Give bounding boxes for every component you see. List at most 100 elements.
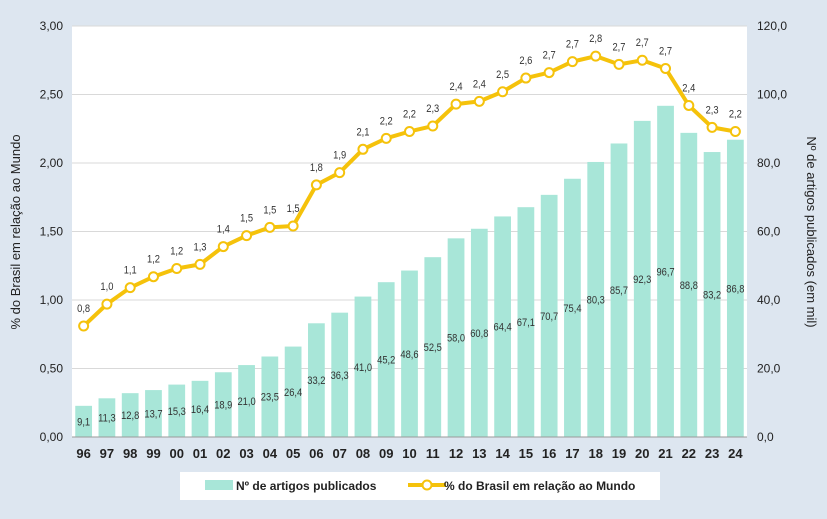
line-value-label: 2,7 xyxy=(636,38,649,50)
line-value-label: 0,8 xyxy=(77,303,90,315)
line-value-label: 2,2 xyxy=(729,109,742,121)
line-point xyxy=(636,54,648,66)
line-point xyxy=(566,56,578,68)
x-tick-label: 97 xyxy=(100,446,114,461)
line-point xyxy=(287,220,299,232)
bar-value-label: 13,7 xyxy=(144,409,162,421)
line-point xyxy=(310,179,322,191)
bar-value-label: 41,0 xyxy=(354,362,372,374)
line-value-label: 2,4 xyxy=(682,83,695,95)
bar-data-labels: 9,1 11,3 12,8 13,7 15,3 16,4 18,9 21,0 23,5 26,4 3… xyxy=(77,267,745,429)
bar xyxy=(610,143,628,438)
bar xyxy=(633,120,651,437)
bar-value-label: 23,5 xyxy=(261,392,279,404)
line-point xyxy=(683,99,695,111)
line-point xyxy=(264,221,276,233)
line-value-label: 2,7 xyxy=(543,50,556,62)
bar-value-label: 12,8 xyxy=(121,410,139,422)
x-tick-label: 07 xyxy=(332,446,346,461)
bar xyxy=(703,152,721,438)
line-point xyxy=(124,282,136,294)
bar xyxy=(540,194,558,437)
line-value-label: 1,3 xyxy=(194,242,207,254)
left-tick-label: 1,00 xyxy=(40,293,64,307)
left-axis-ticks: 0,00 0,50 1,00 1,50 2,00 2,50 3,00 xyxy=(40,19,64,444)
x-tick-label: 18 xyxy=(588,446,602,461)
right-axis-title: Nº de artigos publicados (em mil) xyxy=(804,136,819,327)
x-tick-label: 96 xyxy=(76,446,90,461)
bar xyxy=(424,257,442,437)
bar xyxy=(75,405,93,437)
bar-value-label: 88,8 xyxy=(680,280,698,292)
right-tick-label: 0,0 xyxy=(757,430,774,444)
bar xyxy=(331,312,349,437)
x-tick-label: 14 xyxy=(495,446,510,461)
bar-value-label: 86,8 xyxy=(726,284,744,296)
legend-line-label: % do Brasil em relação ao Mundo xyxy=(444,479,635,493)
bar xyxy=(401,270,418,437)
right-tick-label: 100,0 xyxy=(757,88,787,102)
bar xyxy=(564,178,581,437)
line-point xyxy=(543,67,555,79)
bar xyxy=(214,372,232,437)
bar xyxy=(517,207,535,437)
line-value-label: 1,9 xyxy=(333,150,346,162)
line-value-label: 2,1 xyxy=(356,127,369,139)
x-tick-label: 06 xyxy=(309,446,323,461)
x-tick-label: 00 xyxy=(170,446,184,461)
bar-value-label: 33,2 xyxy=(307,376,325,388)
x-tick-label: 03 xyxy=(239,446,253,461)
x-tick-label: 17 xyxy=(565,446,579,461)
line-value-label: 1,5 xyxy=(240,213,253,225)
bar-value-label: 60,8 xyxy=(470,328,488,340)
bar-value-label: 52,5 xyxy=(424,342,442,354)
right-tick-label: 60,0 xyxy=(757,225,781,239)
bar xyxy=(98,398,116,437)
line-value-label: 2,6 xyxy=(519,55,532,67)
left-tick-label: 1,50 xyxy=(40,225,64,239)
line-series xyxy=(78,50,741,332)
line-value-label: 1,5 xyxy=(263,205,276,217)
line-point xyxy=(590,50,602,62)
bar-value-label: 15,3 xyxy=(168,406,186,418)
line-point xyxy=(78,320,90,332)
bar xyxy=(238,365,255,437)
bar xyxy=(191,380,209,437)
line-value-label: 2,2 xyxy=(403,109,416,121)
bar-value-label: 70,7 xyxy=(540,311,558,323)
bar xyxy=(308,323,325,437)
bar xyxy=(447,238,465,437)
left-axis-title: % do Brasil em relação ao Mundo xyxy=(8,134,23,329)
line-point xyxy=(101,298,113,310)
bar-value-label: 45,2 xyxy=(377,355,395,367)
bar xyxy=(377,282,395,437)
x-tick-label: 04 xyxy=(263,446,278,461)
bar-value-label: 85,7 xyxy=(610,286,628,298)
line-value-label: 2,3 xyxy=(426,103,439,115)
line-value-label: 2,7 xyxy=(659,46,672,58)
bar xyxy=(121,393,139,437)
line-point xyxy=(613,58,625,70)
line-value-label: 1,2 xyxy=(170,246,183,258)
line-value-label: 1,8 xyxy=(310,162,323,174)
legend-bar-swatch xyxy=(205,480,233,490)
bar-value-label: 18,9 xyxy=(214,400,232,412)
bar xyxy=(680,132,698,438)
bar-value-label: 48,6 xyxy=(400,349,418,361)
line-value-label: 2,3 xyxy=(706,105,719,117)
line-point xyxy=(147,271,159,283)
bar xyxy=(354,296,372,437)
bar-value-label: 9,1 xyxy=(77,417,90,429)
bar xyxy=(494,216,511,437)
left-tick-label: 3,00 xyxy=(40,19,64,33)
x-tick-label: 09 xyxy=(379,446,393,461)
bar-value-label: 67,1 xyxy=(517,317,535,329)
bar-value-label: 64,4 xyxy=(494,322,512,334)
bar-value-label: 75,4 xyxy=(563,303,581,315)
line-point xyxy=(171,262,183,274)
bar-value-label: 26,4 xyxy=(284,387,302,399)
legend-bar-label: Nº de artigos publicados xyxy=(236,479,377,493)
bar-value-label: 58,0 xyxy=(447,333,465,345)
line-point xyxy=(380,132,392,144)
